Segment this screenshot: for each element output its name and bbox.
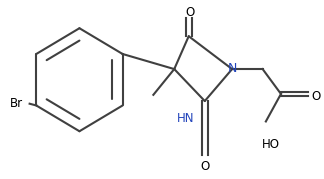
Text: HN: HN bbox=[177, 112, 194, 125]
Text: Br: Br bbox=[10, 97, 23, 110]
Text: O: O bbox=[200, 160, 209, 173]
Text: O: O bbox=[312, 90, 321, 103]
Text: HO: HO bbox=[262, 138, 280, 151]
Text: N: N bbox=[227, 62, 237, 75]
Text: O: O bbox=[186, 6, 195, 19]
